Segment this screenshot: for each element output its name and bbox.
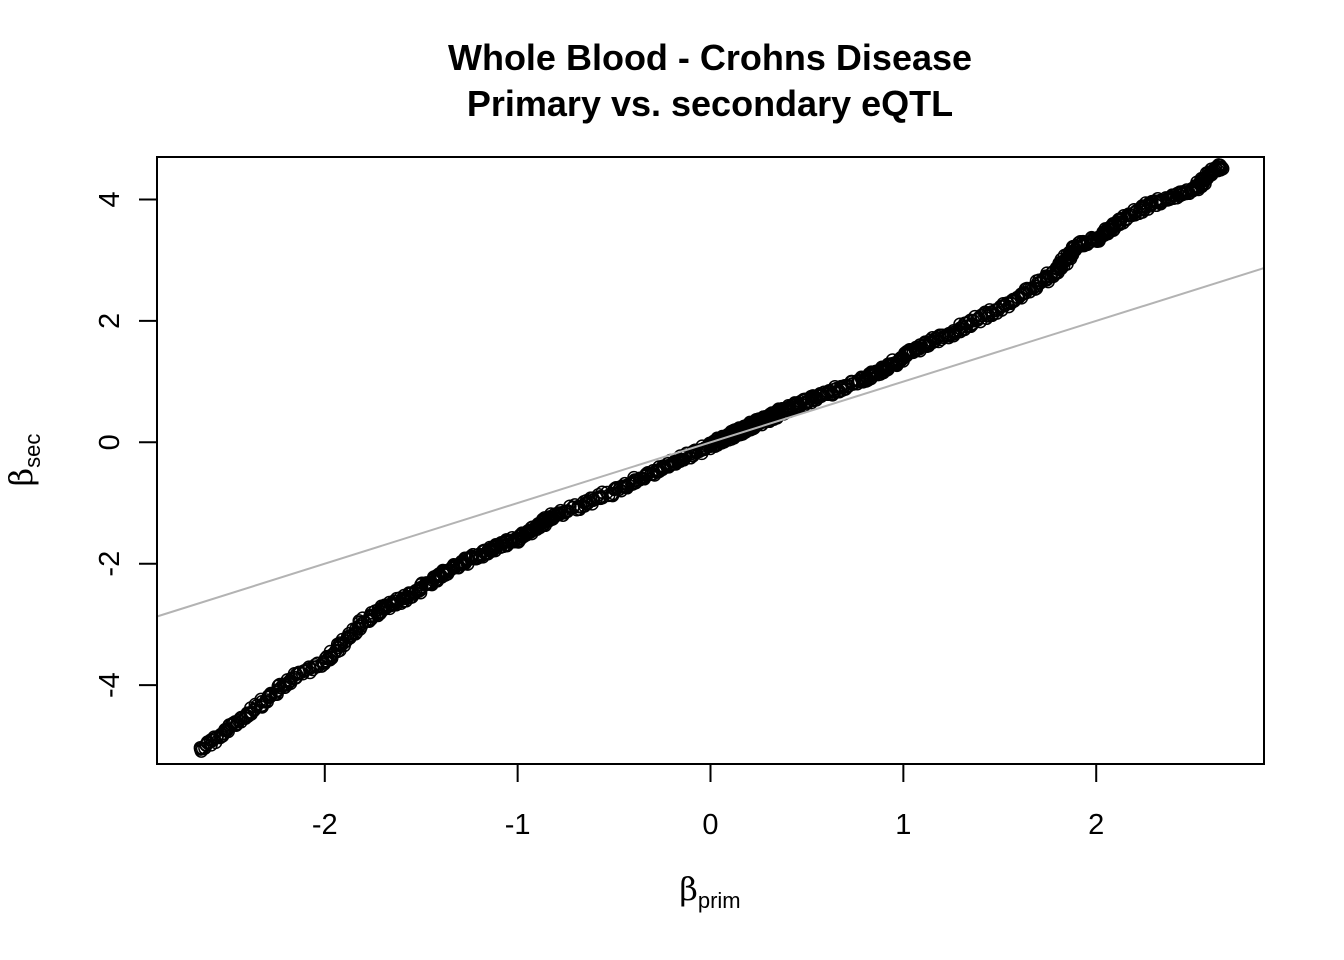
x-axis-subscript: prim [698, 888, 741, 913]
y-axis-label: βsec [2, 434, 45, 487]
y-tick-label: 2 [94, 313, 126, 329]
x-axis: -2 -1 0 1 2 [312, 763, 1104, 841]
y-tick-label: -4 [94, 672, 126, 698]
y-tick-label: -2 [94, 551, 126, 577]
data-point [687, 443, 702, 458]
x-tick-label: 0 [702, 809, 718, 841]
x-tick-label: 2 [1088, 809, 1104, 841]
data-points [193, 158, 1230, 758]
plot-area-border [156, 156, 1265, 765]
y-axis-symbol: β [2, 468, 40, 487]
x-tick-label: -1 [505, 809, 531, 841]
data-point [247, 702, 262, 716]
y-axis: -4 -2 0 2 4 [94, 191, 157, 698]
data-point [679, 446, 694, 461]
reference-line [156, 267, 1265, 618]
y-axis-subscript: sec [20, 434, 45, 468]
y-tick-label: 4 [94, 191, 126, 207]
data-point [550, 506, 565, 521]
data-point [586, 492, 601, 507]
data-point [1215, 161, 1230, 176]
data-point [1029, 279, 1043, 294]
y-tick-label: 0 [94, 434, 126, 450]
data-point [209, 730, 224, 745]
x-axis-label: βprim [679, 870, 740, 913]
data-point [414, 577, 428, 592]
chart-subtitle: Primary vs. secondary eQTL [467, 83, 953, 124]
x-tick-label: 1 [895, 809, 911, 841]
x-axis-symbol: β [679, 870, 698, 908]
chart-title: Whole Blood - Crohns Disease [448, 37, 972, 78]
x-tick-label: -2 [312, 809, 338, 841]
